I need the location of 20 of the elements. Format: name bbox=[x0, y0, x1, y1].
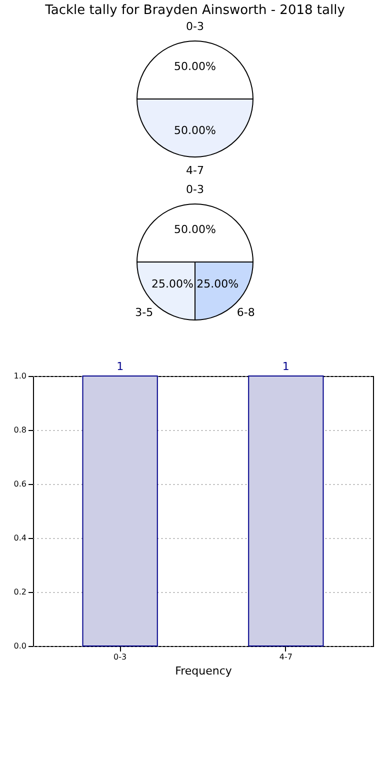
data-label: 25.00% bbox=[196, 278, 239, 291]
x-axis-title: Frequency bbox=[175, 664, 232, 678]
data-label: 1 bbox=[116, 360, 124, 373]
y-tick-label: 1.0 bbox=[14, 372, 26, 380]
y-tick-label: 0.8 bbox=[14, 426, 26, 434]
slice-label: 6-8 bbox=[236, 306, 255, 319]
slice-label: 0-3 bbox=[186, 183, 204, 196]
data-label: 25.00% bbox=[151, 278, 194, 291]
slice-label: 3-5 bbox=[135, 306, 154, 319]
data-label: 50.00% bbox=[174, 223, 216, 236]
data-label: 50.00% bbox=[174, 124, 216, 137]
y-tick-label: 0.2 bbox=[14, 588, 26, 596]
slice-label: 0-3 bbox=[186, 20, 204, 33]
chart-title: Tackle tally for Brayden Ainsworth - 2018 tally bbox=[44, 3, 346, 18]
data-label: 50.00% bbox=[174, 60, 216, 74]
data-label: 1 bbox=[282, 360, 290, 373]
y-tick-label: 0.4 bbox=[14, 534, 26, 542]
y-tick-label: 0.6 bbox=[14, 480, 26, 488]
y-tick-label: 0.0 bbox=[14, 642, 26, 650]
slice-label: 4-7 bbox=[186, 164, 204, 177]
